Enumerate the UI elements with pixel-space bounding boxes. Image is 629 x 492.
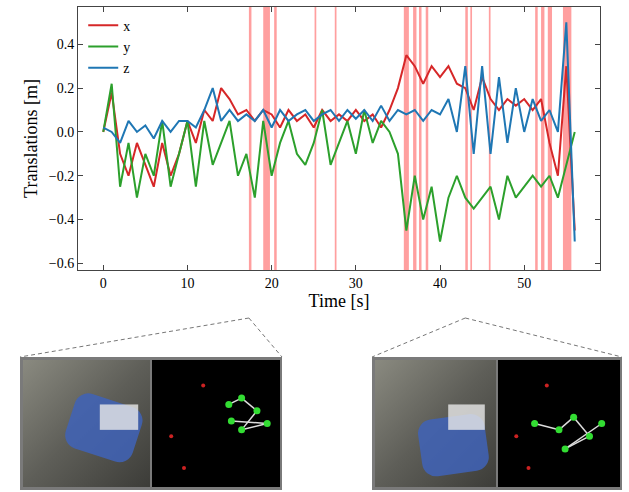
- svg-text:y: y: [123, 40, 130, 55]
- svg-text:50: 50: [517, 276, 531, 291]
- svg-text:−0.4: −0.4: [49, 212, 74, 227]
- svg-text:0.2: 0.2: [57, 81, 75, 96]
- svg-text:x: x: [123, 19, 130, 34]
- svg-text:40: 40: [433, 276, 447, 291]
- svg-text:0.4: 0.4: [57, 37, 75, 52]
- svg-text:10: 10: [180, 276, 194, 291]
- svg-text:Translations [m]: Translations [m]: [21, 79, 41, 198]
- svg-text:0.0: 0.0: [57, 125, 75, 140]
- svg-text:Time [s]: Time [s]: [309, 291, 370, 311]
- svg-text:z: z: [123, 61, 129, 76]
- svg-text:20: 20: [265, 276, 279, 291]
- svg-text:−0.6: −0.6: [49, 256, 74, 271]
- svg-text:0: 0: [100, 276, 107, 291]
- svg-text:−0.2: −0.2: [49, 169, 74, 184]
- svg-text:30: 30: [349, 276, 363, 291]
